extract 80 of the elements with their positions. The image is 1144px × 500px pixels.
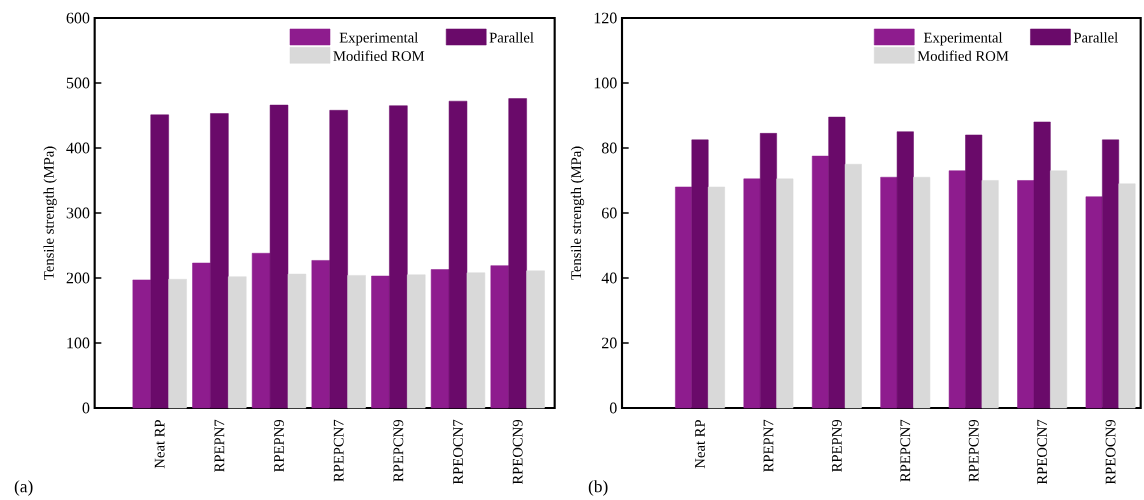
x-tick-label: RPEPN9 bbox=[274, 419, 284, 472]
x-tick-label: Neat RP bbox=[154, 419, 165, 469]
bar bbox=[311, 260, 331, 409]
bar bbox=[466, 272, 486, 409]
bar bbox=[192, 262, 211, 409]
y-axis-title: Tensile strength (MPa) bbox=[43, 146, 57, 280]
bar bbox=[811, 155, 829, 409]
bar bbox=[490, 265, 509, 409]
y-tick-label: 20 bbox=[602, 337, 617, 349]
x-tick-label: Neat RP bbox=[695, 419, 705, 469]
y-tick-label: 300 bbox=[66, 207, 90, 219]
bar bbox=[965, 134, 983, 409]
x-tick-label: RPEPN7 bbox=[214, 419, 225, 472]
y-tick-label: 60 bbox=[601, 207, 617, 219]
x-tick-label: RPEPCN9 bbox=[393, 419, 404, 482]
x-tick-label: RPEPCN7 bbox=[333, 419, 344, 482]
y-tick-label: 200 bbox=[66, 272, 90, 284]
legend-label: Modified ROM bbox=[917, 50, 1009, 61]
legend-label: Parallel bbox=[1073, 32, 1118, 43]
bar bbox=[675, 186, 693, 409]
bar bbox=[880, 176, 898, 409]
bar bbox=[389, 105, 408, 409]
x-tick-label: RPEPCN9 bbox=[968, 419, 979, 482]
text: (b) bbox=[588, 480, 608, 496]
text: (a) bbox=[14, 480, 33, 496]
bar bbox=[371, 275, 390, 409]
bar bbox=[407, 274, 426, 409]
y-tick-label: 100 bbox=[594, 77, 617, 89]
y-axis-title: Tensile strength (MPa) bbox=[570, 146, 585, 280]
bar bbox=[210, 113, 229, 409]
y-tick-label: 600 bbox=[66, 12, 90, 24]
bar bbox=[1050, 170, 1068, 409]
y-tick-label: 80 bbox=[601, 142, 617, 154]
x-tick-label: RPEPN9 bbox=[831, 419, 842, 472]
x-tick-label: RPEOCN9 bbox=[512, 419, 523, 485]
bar bbox=[1102, 139, 1120, 409]
bar bbox=[776, 178, 794, 409]
bar bbox=[287, 273, 307, 409]
legend-label: Experimental bbox=[339, 32, 418, 46]
bar bbox=[691, 139, 709, 409]
bar bbox=[1017, 180, 1035, 409]
bar bbox=[228, 276, 247, 409]
bar bbox=[132, 279, 152, 409]
bar bbox=[329, 109, 348, 409]
y-tick-label: 500 bbox=[66, 77, 90, 89]
bar bbox=[759, 132, 777, 409]
bar bbox=[251, 252, 271, 409]
legend-label: Modified ROM bbox=[333, 50, 425, 61]
bar bbox=[981, 180, 999, 409]
bar bbox=[1085, 196, 1103, 409]
y-tick-label: 40 bbox=[601, 272, 617, 284]
x-tick-label: RPEPN7 bbox=[763, 419, 774, 472]
bar bbox=[508, 98, 527, 409]
bar bbox=[269, 104, 289, 409]
bar bbox=[430, 269, 450, 409]
y-tick-label: 100 bbox=[67, 337, 90, 349]
bar bbox=[1118, 183, 1136, 409]
x-tick-label: RPEPCN7 bbox=[900, 419, 911, 482]
bar bbox=[844, 163, 862, 409]
bar bbox=[743, 178, 761, 409]
bar bbox=[913, 176, 931, 409]
bar bbox=[896, 131, 914, 409]
bar bbox=[150, 114, 169, 409]
bar bbox=[828, 116, 846, 409]
y-tick-label: 0 bbox=[609, 402, 617, 414]
x-tick-label: RPEOCN7 bbox=[453, 419, 463, 485]
bar bbox=[1033, 121, 1051, 409]
y-tick-label: 120 bbox=[594, 12, 617, 24]
bar bbox=[707, 186, 725, 409]
x-tick-label: RPEOCN7 bbox=[1037, 419, 1048, 485]
y-tick-label: 0 bbox=[82, 402, 90, 414]
bar bbox=[347, 274, 366, 409]
bar bbox=[168, 278, 187, 409]
y-tick-label: 400 bbox=[66, 142, 90, 154]
legend-label: Parallel bbox=[489, 32, 534, 43]
bar bbox=[448, 100, 468, 409]
bar bbox=[948, 170, 966, 409]
legend-label: Experimental bbox=[923, 32, 1003, 46]
x-tick-label: RPEOCN9 bbox=[1105, 419, 1116, 485]
bar bbox=[526, 270, 545, 409]
